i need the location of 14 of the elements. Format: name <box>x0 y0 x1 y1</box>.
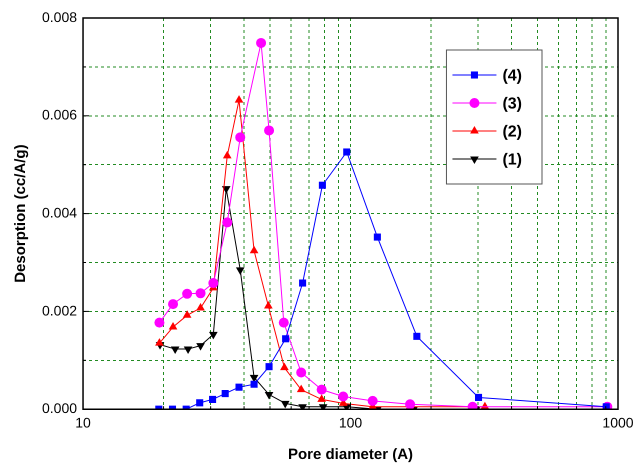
x-axis-title: Pore diameter (A) <box>288 446 414 464</box>
y-tick-label: 0.006 <box>42 106 78 123</box>
y-tick-label: 0.000 <box>42 400 78 416</box>
y-tick-label: 0.002 <box>42 302 78 318</box>
y-axis-title: Desorption (cc/A/g) <box>12 144 30 283</box>
legend-label: (3) <box>502 95 522 112</box>
x-tick-label: 1000 <box>602 414 634 430</box>
legend-label: (4) <box>502 67 522 84</box>
y-tick-label: 0.004 <box>42 204 78 220</box>
y-tick-label: 0.008 <box>42 8 78 25</box>
legend-label: (2) <box>502 123 522 140</box>
x-tick-label: 10 <box>75 414 92 430</box>
x-tick-label: 100 <box>338 414 362 430</box>
legend-label: (1) <box>502 151 522 168</box>
